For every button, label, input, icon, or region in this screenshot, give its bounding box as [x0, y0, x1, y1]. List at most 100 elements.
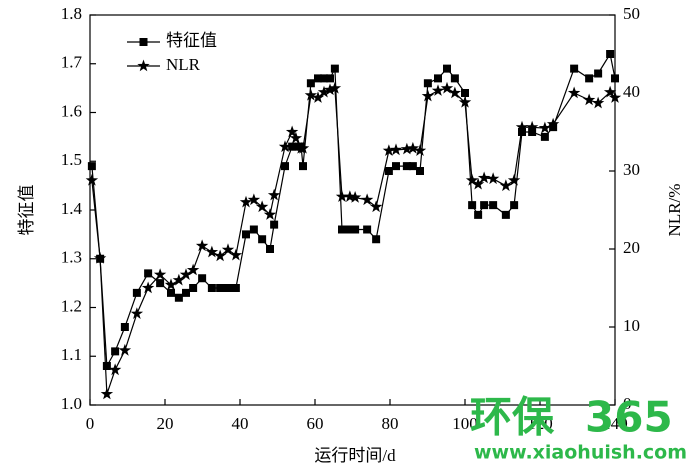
square-marker: [416, 167, 424, 175]
x-tick-label: 60: [307, 414, 324, 433]
star-marker: [406, 141, 420, 154]
star-marker: [255, 200, 269, 213]
square-marker: [585, 74, 594, 83]
y2-tick-label: 0: [623, 394, 632, 413]
star-marker: [153, 268, 167, 280]
square-marker: [611, 74, 619, 83]
star-marker: [369, 200, 383, 213]
square-marker: [258, 235, 267, 244]
star-marker: [567, 86, 581, 99]
square-marker: [242, 230, 250, 239]
x-tick-label: 140: [602, 414, 628, 433]
square-marker: [224, 284, 232, 292]
star-marker: [179, 268, 193, 280]
square-marker: [474, 210, 483, 219]
y2-tick-label: 10: [623, 316, 640, 335]
star-marker: [118, 343, 132, 356]
square-marker: [528, 128, 537, 136]
square-marker: [132, 288, 141, 297]
star-marker: [400, 142, 414, 155]
square-marker: [314, 74, 322, 83]
square-marker: [111, 347, 120, 356]
legend-marker: [137, 59, 150, 72]
star-marker: [285, 125, 299, 138]
star-marker: [348, 191, 362, 203]
star-marker: [603, 85, 617, 98]
star-marker: [335, 190, 349, 202]
square-marker: [510, 201, 519, 210]
x-tick-label: 0: [86, 414, 95, 433]
star-marker: [296, 141, 310, 154]
star-marker: [499, 179, 513, 192]
square-marker: [338, 225, 346, 234]
square-marker: [363, 225, 372, 234]
square-marker: [392, 162, 400, 171]
square-marker: [299, 162, 307, 171]
star-marker: [515, 120, 529, 133]
x-tick-label: 100: [452, 414, 478, 433]
star-marker: [141, 281, 155, 294]
square-marker: [434, 74, 442, 83]
star-marker: [130, 307, 144, 319]
legend-label: 特征值: [166, 31, 217, 50]
star-marker: [471, 177, 485, 190]
series-line: [91, 52, 616, 369]
x-tick-label: 120: [527, 414, 553, 433]
star-marker: [477, 171, 491, 184]
y-tick-label: 1.4: [61, 199, 83, 218]
x-tick-label: 40: [232, 414, 249, 433]
square-marker: [468, 201, 477, 210]
y-tick-label: 1.7: [61, 53, 83, 72]
star-marker: [267, 188, 281, 201]
square-marker: [330, 64, 339, 73]
star-marker: [311, 91, 325, 103]
square-marker: [402, 162, 411, 171]
star-marker: [538, 121, 552, 134]
square-marker: [518, 128, 526, 136]
y-tick-label: 1.1: [61, 345, 82, 364]
legend-marker: [139, 38, 148, 46]
square-marker: [443, 64, 451, 73]
star-marker: [382, 144, 396, 156]
square-marker: [306, 79, 315, 88]
star-marker: [323, 83, 337, 96]
star-marker: [465, 173, 479, 186]
star-marker: [108, 363, 122, 376]
square-marker: [144, 269, 153, 278]
star-marker: [317, 85, 331, 98]
square-marker: [207, 284, 216, 292]
square-marker: [102, 362, 111, 370]
star-marker: [360, 193, 374, 206]
square-marker: [450, 74, 459, 83]
star-marker: [458, 95, 472, 108]
square-marker: [198, 274, 207, 283]
x-tick-label: 80: [382, 414, 399, 433]
square-marker: [167, 288, 175, 297]
star-marker: [525, 120, 539, 133]
star-marker: [486, 172, 500, 185]
square-marker: [270, 220, 279, 229]
square-marker: [372, 235, 381, 244]
x-tick-label: 20: [157, 414, 174, 433]
y2-tick-label: 50: [623, 4, 640, 23]
star-marker: [328, 81, 342, 94]
square-marker: [216, 284, 225, 292]
star-marker: [221, 243, 235, 255]
star-marker: [289, 131, 303, 144]
square-marker: [408, 162, 417, 171]
star-marker: [389, 143, 403, 156]
square-marker: [549, 123, 558, 132]
square-marker: [182, 288, 190, 297]
square-marker: [384, 167, 393, 175]
y-tick-label: 1.0: [61, 394, 82, 413]
star-marker: [608, 91, 622, 103]
star-marker: [440, 81, 454, 94]
square-marker: [120, 323, 129, 331]
star-marker: [278, 140, 292, 153]
star-marker: [546, 117, 560, 130]
square-marker: [461, 89, 469, 97]
star-marker: [591, 96, 605, 109]
star-marker: [413, 144, 427, 156]
square-marker: [351, 225, 360, 234]
square-marker: [174, 293, 183, 302]
